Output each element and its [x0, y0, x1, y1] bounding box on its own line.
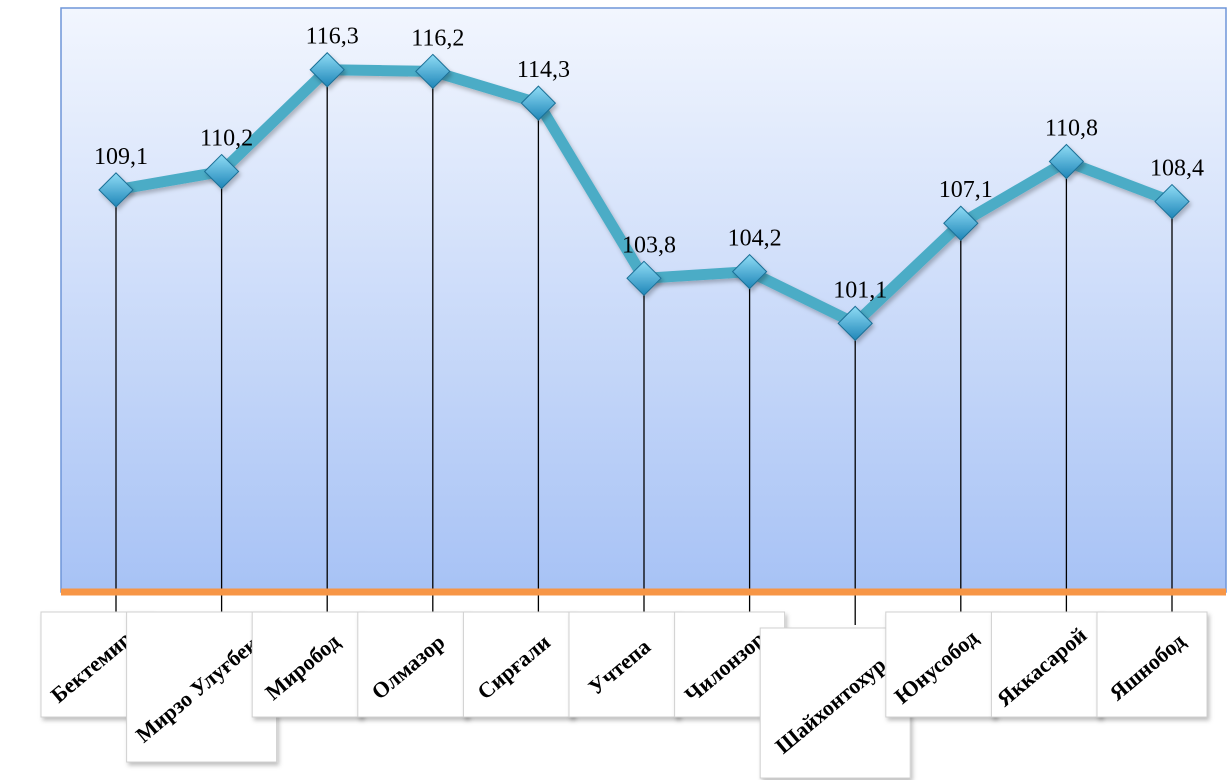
- category-label: Миробод: [251, 611, 363, 718]
- data-label: 103,8: [622, 232, 676, 258]
- data-point-marker: [1048, 143, 1085, 180]
- data-label: 116,3: [306, 24, 359, 50]
- category-label: Олмазор: [357, 611, 469, 718]
- data-label: 109,1: [94, 144, 148, 170]
- category-label-box: [251, 611, 363, 718]
- data-point-marker: [415, 53, 451, 90]
- data-label: 116,2: [411, 25, 464, 51]
- data-label: 110,8: [1045, 116, 1098, 142]
- data-point-marker: [943, 205, 979, 241]
- category-label-box: [357, 611, 469, 718]
- category-label: Юнусобод: [885, 611, 997, 718]
- category-label: Мирзо Улуғбек: [126, 611, 278, 763]
- data-point-marker: [1154, 183, 1190, 220]
- data-labels: 109,1 110,2 116,3 116,2 114,3 103,8 104,2 101,1…: [94, 24, 1204, 304]
- category-label: Яшнобод: [1096, 611, 1208, 718]
- data-point-marker: [203, 153, 240, 190]
- drop-lines: [115, 69, 1173, 625]
- category-label-box: [1096, 611, 1208, 718]
- category-label-box: [462, 611, 574, 718]
- data-point-marker: [98, 172, 134, 208]
- data-point-marker: [626, 260, 662, 297]
- category-label-box: [990, 611, 1102, 718]
- category-label: Учтепа: [568, 611, 680, 718]
- data-point-marker: [309, 52, 345, 88]
- category-label-box: [885, 611, 997, 718]
- data-point-marker: [837, 305, 873, 342]
- data-label: 101,1: [833, 277, 887, 303]
- data-label: 110,2: [200, 126, 253, 152]
- category-label: Яккасарой: [990, 611, 1102, 718]
- markers: [98, 52, 1190, 342]
- data-point-marker: [731, 253, 768, 290]
- category-label-box: [126, 611, 278, 763]
- category-label: Сирғали: [462, 611, 574, 718]
- data-label: 114,3: [517, 57, 570, 83]
- data-label: 108,4: [1150, 156, 1204, 182]
- data-label: 104,2: [728, 226, 782, 252]
- category-label: Шайхонтохур: [759, 627, 911, 779]
- category-label-box: [759, 627, 911, 779]
- category-label-box: [568, 611, 680, 718]
- data-point-marker: [520, 85, 557, 121]
- data-label: 107,1: [939, 177, 993, 203]
